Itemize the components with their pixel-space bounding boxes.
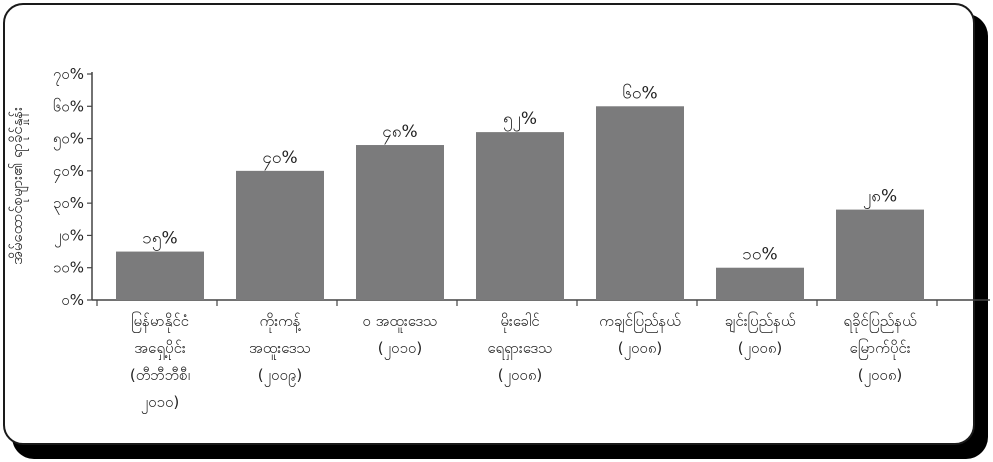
y-tick-label: ၄၀% xyxy=(53,162,84,183)
category-labels: မြန်မာနိုင်ငံအရှေ့ပိုင်း (တီဘီဘီစီ၊၂၀၁၀) က… xyxy=(130,311,917,414)
category-label: မြန်မာနိုင်ငံ xyxy=(131,311,189,333)
value-labels: ၁၅% ၄၀% ၄၈% ၅၂% ၆၀% ၁၀% ၂၈% xyxy=(142,82,897,264)
category-label: (တီဘီဘီစီ၊ xyxy=(130,366,190,384)
y-axis-title-group: အိမ်ထောင်စုများ၏ ရာခိုင်နှုန်း xyxy=(8,107,29,265)
y-tick-label: ၇၀% xyxy=(53,65,84,86)
category-label: ရခိုင်ပြည်နယ် xyxy=(843,311,916,333)
y-tick-label: ၅၀% xyxy=(53,130,84,151)
bar xyxy=(116,251,204,300)
bar xyxy=(596,106,684,301)
category-label: (၂၀၀၈) xyxy=(498,366,543,387)
bar-value-label: ၄၈% xyxy=(382,122,417,145)
category-label: ချင်းပြည်နယ် xyxy=(725,311,796,333)
category-label: (၂၀၀၈) xyxy=(858,366,903,387)
bar xyxy=(836,209,924,300)
category-label: မိုးခေါင် xyxy=(500,312,539,333)
bar-value-label: ၁၅% xyxy=(142,229,177,252)
category-label: (၂၀၀၉) xyxy=(258,366,302,387)
bar xyxy=(476,132,564,300)
category-label: အရှေ့ပိုင်း xyxy=(134,339,186,360)
category-label: ကချင်ပြည်နယ် xyxy=(599,311,681,333)
y-axis-title: အိမ်ထောင်စုများ၏ ရာခိုင်နှုန်း xyxy=(8,107,29,265)
bar xyxy=(356,145,444,300)
bar-value-label: ၆၀% xyxy=(622,82,657,103)
category-label: (၂၀၁၀) xyxy=(378,339,422,360)
category-label: (၂၀၀၈) xyxy=(738,339,783,360)
category-label: ကိုးကန့် xyxy=(260,312,302,333)
category-label: (၂၀၀၈) xyxy=(618,339,663,360)
bar-value-label: ၂၈% xyxy=(863,187,897,210)
category-label: အထူးဒေသ xyxy=(249,339,311,360)
y-tick-label: ၁၀% xyxy=(53,259,84,277)
y-tick-label: ၂၀% xyxy=(54,226,84,247)
bar-value-label: ၅၂% xyxy=(503,109,537,132)
bar-value-label: ၄၀% xyxy=(262,148,297,171)
y-tick-label: ၆၀% xyxy=(53,97,84,115)
bar xyxy=(236,170,324,300)
y-ticks: ၀% ၁၀% ၂၀% ၃၀% ၄၀% ၅၀% ၆၀% ၇၀% xyxy=(53,65,92,309)
category-label: ၂၀၁၀) xyxy=(141,393,180,414)
y-tick-label: ၀% xyxy=(61,291,84,309)
category-label: မြောက်ပိုင်း xyxy=(849,338,910,360)
category-label: ရေရှားဒေသ xyxy=(487,339,552,360)
bars xyxy=(116,106,924,301)
bar-value-label: ၁၀% xyxy=(742,245,777,265)
y-tick-label: ၃၀% xyxy=(53,194,84,215)
category-label: ဝ အထူးဒေသ xyxy=(362,312,437,333)
bar xyxy=(716,267,804,300)
